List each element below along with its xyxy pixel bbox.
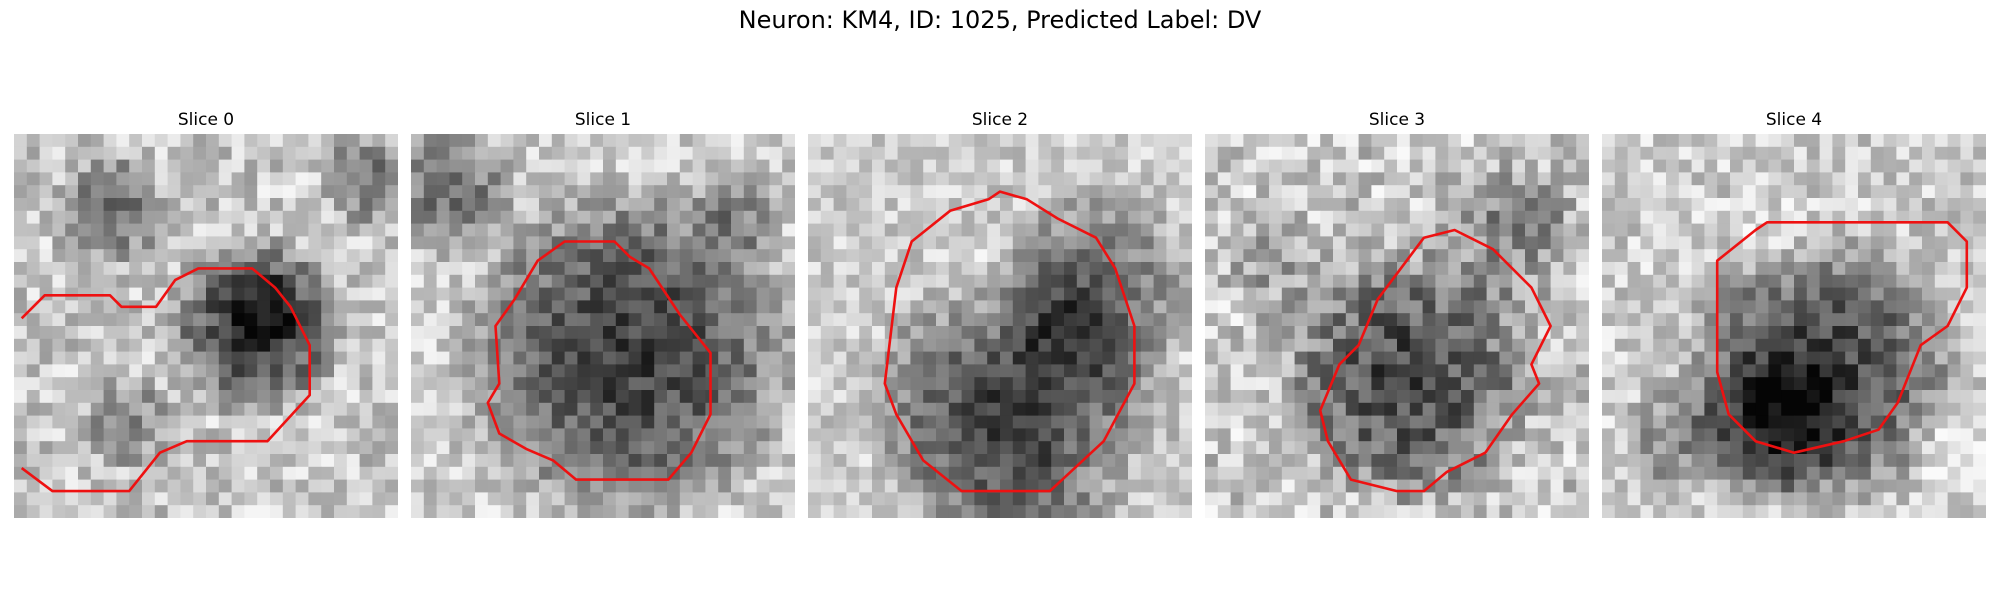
segmentation-contour <box>1715 221 1969 455</box>
pixel-grid <box>411 134 795 518</box>
segmentation-contour <box>1318 228 1552 493</box>
pixel-grid <box>1602 134 1986 518</box>
pixel-grid <box>1205 134 1589 518</box>
slice-image <box>1602 134 1986 518</box>
slice-title: Slice 1 <box>574 110 632 130</box>
slice-title: Slice 0 <box>177 110 235 130</box>
slice-title: Slice 2 <box>971 110 1029 130</box>
segmentation-contour <box>486 240 712 481</box>
figure-title: Neuron: KM4, ID: 1025, Predicted Label: … <box>738 6 1262 34</box>
slice-image <box>1205 134 1589 518</box>
slice-title: Slice 3 <box>1368 110 1426 130</box>
pixel-grid <box>14 134 398 518</box>
slice-image <box>411 134 795 518</box>
slice-image <box>14 134 398 518</box>
segmentation-contour <box>883 190 1136 493</box>
slice-image <box>808 134 1192 518</box>
slice-title: Slice 4 <box>1765 110 1823 130</box>
pixel-grid <box>808 134 1192 518</box>
segmentation-contour <box>20 267 312 493</box>
